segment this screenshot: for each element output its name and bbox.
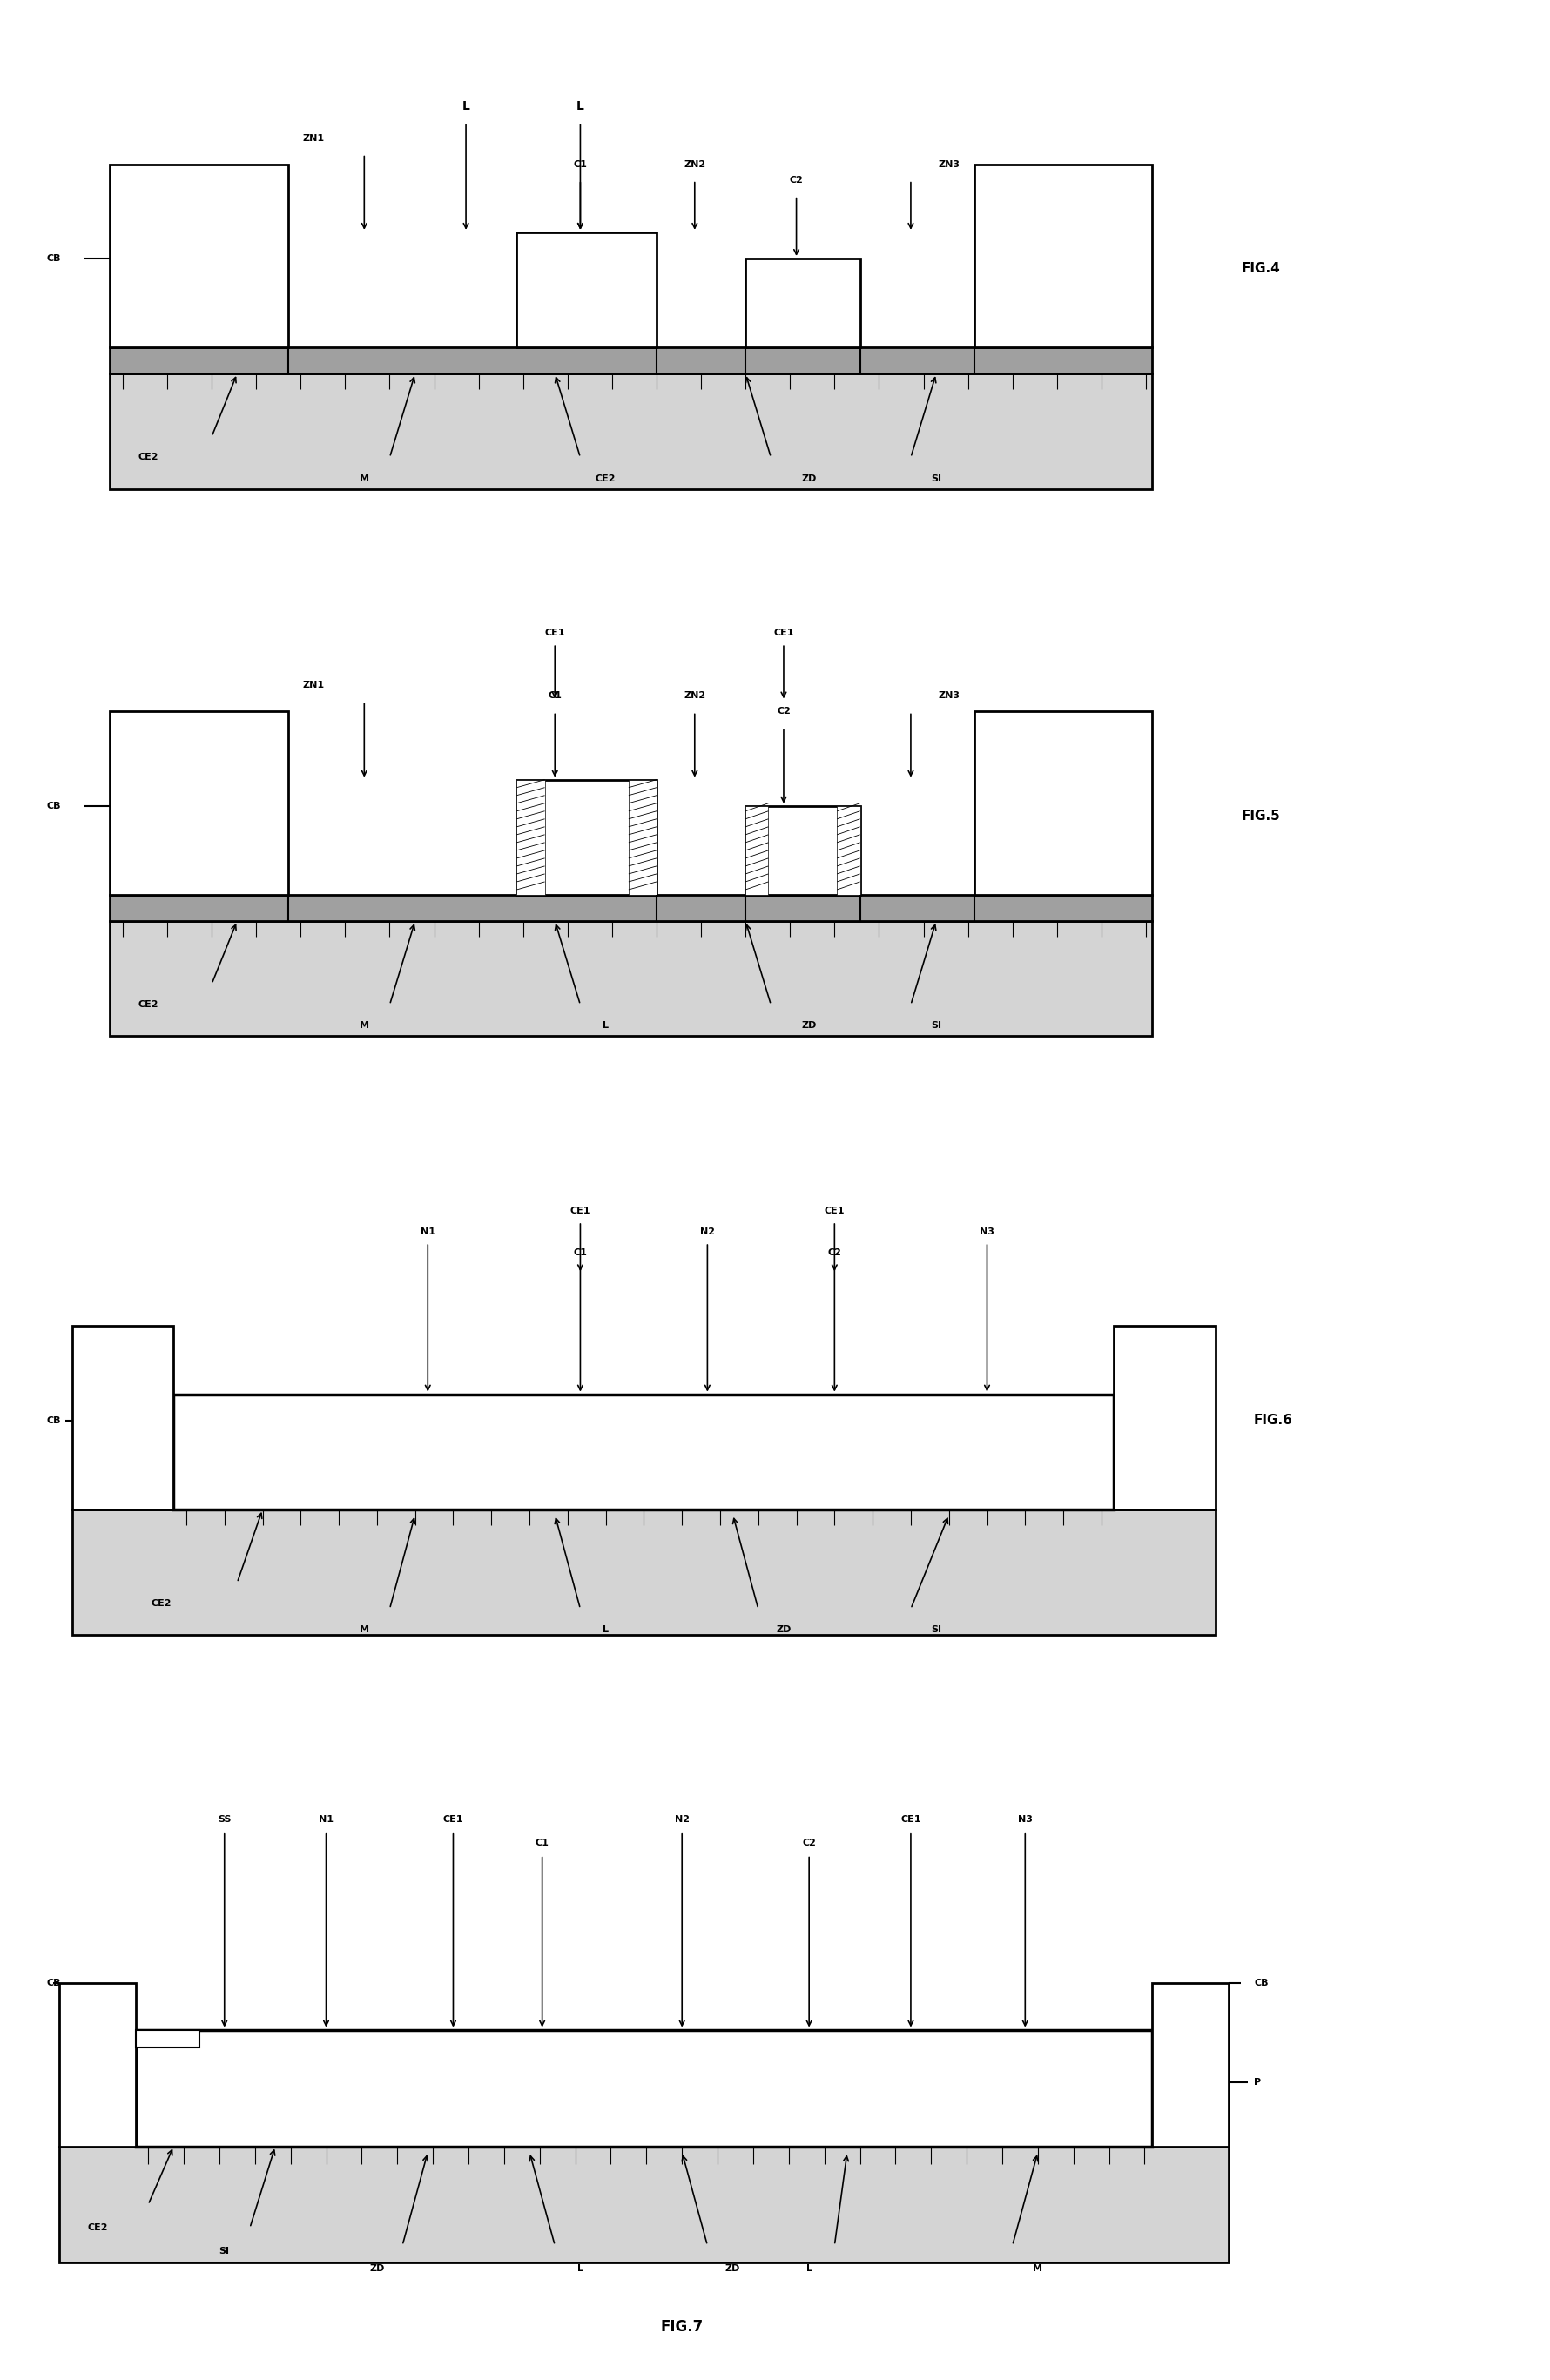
Text: C2: C2 <box>803 1840 815 1847</box>
Text: FIG.7: FIG.7 <box>660 2318 704 2335</box>
Text: L: L <box>603 1626 609 1635</box>
Text: L: L <box>806 2263 812 2273</box>
Bar <box>110 374 1152 488</box>
Text: N2: N2 <box>701 1228 715 1235</box>
Text: SS: SS <box>217 1816 231 1823</box>
Bar <box>71 1509 1215 1635</box>
Text: N3: N3 <box>980 1228 995 1235</box>
Text: ZD: ZD <box>369 2263 384 2273</box>
Bar <box>135 2030 1152 2147</box>
Text: CB: CB <box>46 1978 60 1987</box>
Bar <box>746 807 769 895</box>
Bar <box>110 921 1152 1035</box>
Text: CE1: CE1 <box>544 628 566 638</box>
Text: M: M <box>360 474 369 483</box>
Bar <box>59 1983 135 2147</box>
Bar <box>110 895 1152 921</box>
Text: CE2: CE2 <box>595 474 615 483</box>
Text: FIG.5: FIG.5 <box>1242 809 1280 823</box>
Text: ZN2: ZN2 <box>684 159 705 169</box>
Bar <box>71 1326 174 1509</box>
Text: N1: N1 <box>420 1228 436 1235</box>
Bar <box>516 781 544 895</box>
Text: N1: N1 <box>319 1816 333 1823</box>
Text: CE2: CE2 <box>87 2223 107 2232</box>
Text: CE2: CE2 <box>138 1000 158 1009</box>
Text: SI: SI <box>219 2247 229 2256</box>
Text: M: M <box>360 1021 369 1031</box>
Bar <box>837 807 860 895</box>
Text: M: M <box>360 1626 369 1635</box>
Text: C1: C1 <box>535 1840 549 1847</box>
Text: C1: C1 <box>574 159 587 169</box>
Bar <box>59 2147 1229 2263</box>
Bar <box>975 712 1152 895</box>
Text: N2: N2 <box>674 1816 690 1823</box>
Text: ZN3: ZN3 <box>938 693 959 700</box>
Text: L: L <box>577 100 584 112</box>
Text: FIG.4: FIG.4 <box>1242 262 1280 276</box>
Text: CE1: CE1 <box>825 1207 845 1216</box>
Bar <box>110 347 1152 374</box>
Text: C2: C2 <box>777 707 790 716</box>
Text: N3: N3 <box>1018 1816 1032 1823</box>
Text: ZD: ZD <box>725 2263 741 2273</box>
Text: C2: C2 <box>789 176 803 183</box>
Bar <box>1152 1983 1229 2147</box>
Bar <box>110 164 288 347</box>
Text: CB: CB <box>46 1416 60 1426</box>
Text: CE2: CE2 <box>150 1599 170 1609</box>
Text: CB: CB <box>46 802 60 809</box>
Bar <box>1114 1326 1215 1509</box>
Text: ZD: ZD <box>801 1021 817 1031</box>
Text: ZN1: ZN1 <box>302 681 324 690</box>
Text: C1: C1 <box>574 1250 587 1257</box>
Text: CE1: CE1 <box>443 1816 463 1823</box>
Text: L: L <box>603 1021 609 1031</box>
Bar <box>975 164 1152 347</box>
Text: L: L <box>462 100 470 112</box>
Text: CB: CB <box>46 255 60 262</box>
Bar <box>746 259 860 347</box>
Text: SI: SI <box>932 1626 941 1635</box>
Text: C2: C2 <box>828 1250 842 1257</box>
Bar <box>516 233 657 347</box>
Text: CE1: CE1 <box>901 1816 921 1823</box>
Bar <box>516 781 657 895</box>
Text: ZN2: ZN2 <box>684 693 705 700</box>
Bar <box>110 712 288 895</box>
Text: ZN1: ZN1 <box>302 133 324 143</box>
Text: CB: CB <box>1254 1978 1268 1987</box>
Text: CE2: CE2 <box>138 452 158 462</box>
Text: L: L <box>577 2263 583 2273</box>
Text: ZD: ZD <box>801 474 817 483</box>
Text: ZN3: ZN3 <box>938 159 959 169</box>
Text: CE1: CE1 <box>570 1207 591 1216</box>
Bar <box>746 807 860 895</box>
Text: ZD: ZD <box>777 1626 790 1635</box>
Bar <box>135 2030 198 2047</box>
Text: SI: SI <box>932 474 941 483</box>
Text: P: P <box>1254 2078 1262 2087</box>
Bar <box>629 781 657 895</box>
Bar <box>174 1395 1114 1509</box>
Text: C1: C1 <box>549 693 561 700</box>
Text: FIG.6: FIG.6 <box>1254 1414 1293 1428</box>
Text: M: M <box>1034 2263 1043 2273</box>
Text: SI: SI <box>932 1021 941 1031</box>
Text: CE1: CE1 <box>773 628 794 638</box>
